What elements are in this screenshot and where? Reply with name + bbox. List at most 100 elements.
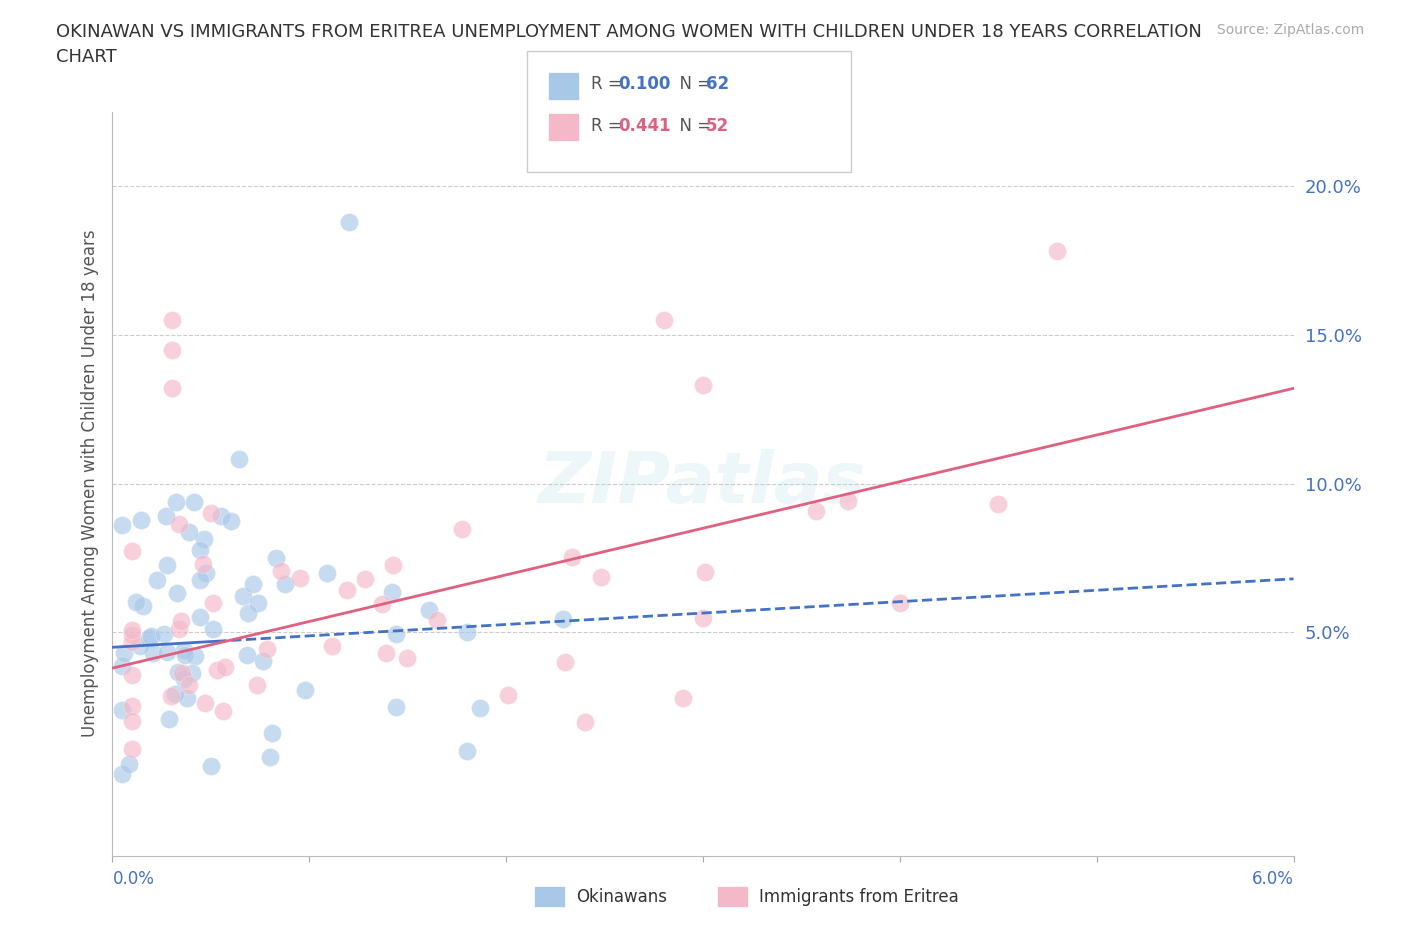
Point [188, 542, 211, 557]
Point [121, 668, 143, 683]
Point [561, 550, 583, 565]
Point [172, 666, 194, 681]
Point [214, 659, 236, 674]
Point [188, 609, 211, 624]
Text: 52: 52 [706, 116, 728, 135]
Point [139, 629, 162, 644]
Point [157, 711, 180, 726]
Point [353, 571, 375, 586]
Point [188, 572, 211, 587]
Text: 0.441: 0.441 [619, 116, 671, 135]
Point [591, 570, 613, 585]
Point [294, 683, 316, 698]
Point [672, 690, 695, 705]
Point [228, 451, 250, 466]
Point [202, 595, 225, 610]
Point [692, 610, 714, 625]
Point [121, 714, 143, 729]
Point [129, 512, 152, 527]
Point [121, 634, 143, 649]
Point [246, 677, 269, 692]
Point [156, 644, 179, 659]
Point [121, 543, 143, 558]
Point [160, 312, 183, 327]
Point [385, 700, 408, 715]
Point [498, 688, 520, 703]
Point [693, 565, 716, 579]
Point [170, 614, 193, 629]
Point [200, 506, 222, 521]
Point [384, 627, 406, 642]
Point [456, 625, 478, 640]
Point [211, 704, 233, 719]
Point [554, 655, 576, 670]
Point [321, 638, 343, 653]
Text: 0.100: 0.100 [619, 74, 671, 93]
Point [987, 497, 1010, 512]
Text: Okinawans: Okinawans [576, 887, 668, 906]
Text: N =: N = [669, 74, 717, 93]
Text: R =: R = [591, 116, 627, 135]
Point [165, 686, 187, 701]
Point [652, 312, 675, 327]
Point [155, 509, 177, 524]
Point [1046, 244, 1069, 259]
Point [236, 605, 259, 620]
Point [889, 595, 911, 610]
Point [256, 641, 278, 656]
Point [242, 577, 264, 591]
Point [247, 596, 270, 611]
Point [112, 645, 135, 660]
Point [426, 613, 449, 628]
Point [574, 714, 596, 729]
Point [183, 649, 205, 664]
Point [166, 586, 188, 601]
Point [193, 556, 215, 571]
Point [290, 571, 312, 586]
Point [153, 627, 176, 642]
Point [451, 521, 474, 536]
Point [375, 645, 398, 660]
Point [468, 700, 491, 715]
Text: CHART: CHART [56, 48, 117, 66]
Point [692, 377, 714, 392]
Point [200, 759, 222, 774]
Point [381, 584, 404, 599]
Point [169, 517, 191, 532]
Point [259, 750, 281, 764]
Point [395, 650, 418, 665]
Point [121, 698, 143, 713]
Point [193, 532, 215, 547]
Point [138, 631, 160, 645]
Point [232, 588, 254, 603]
Point [183, 495, 205, 510]
Text: Immigrants from Eritrea: Immigrants from Eritrea [759, 887, 959, 906]
Point [121, 627, 143, 642]
Point [111, 658, 134, 673]
Text: Source: ZipAtlas.com: Source: ZipAtlas.com [1216, 23, 1364, 37]
Point [156, 558, 179, 573]
Point [270, 564, 292, 578]
Point [118, 756, 141, 771]
Point [274, 577, 297, 591]
Point [456, 744, 478, 759]
Point [221, 513, 243, 528]
Point [173, 643, 195, 658]
Point [111, 703, 134, 718]
Point [128, 638, 150, 653]
Point [209, 508, 232, 523]
Point [370, 596, 392, 611]
Text: R =: R = [591, 74, 627, 93]
Point [181, 665, 204, 680]
Point [194, 695, 217, 710]
Point [207, 663, 229, 678]
Point [165, 494, 187, 509]
Text: N =: N = [669, 116, 717, 135]
Point [177, 677, 200, 692]
Point [179, 525, 201, 540]
Point [142, 645, 165, 660]
Text: 6.0%: 6.0% [1251, 870, 1294, 888]
Point [167, 664, 190, 679]
Point [173, 671, 195, 686]
Point [316, 565, 339, 580]
